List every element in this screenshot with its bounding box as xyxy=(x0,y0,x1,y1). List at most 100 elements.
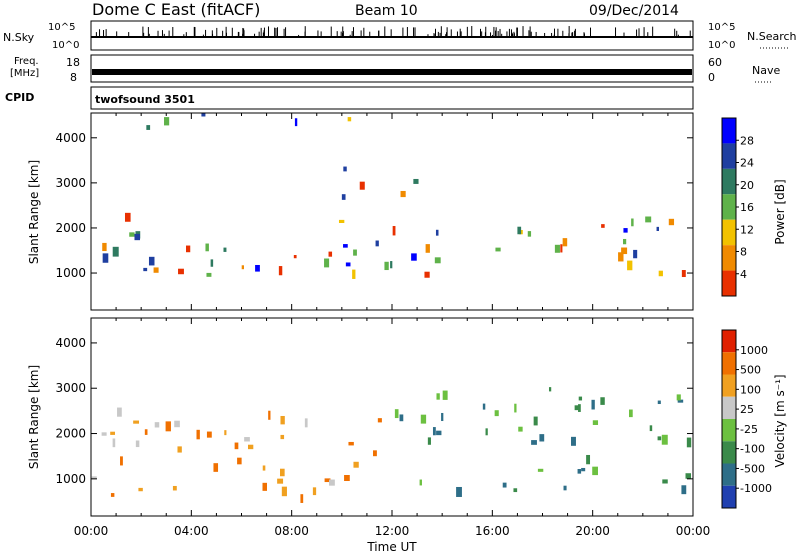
power-heatmap xyxy=(102,113,686,279)
echo-cell xyxy=(120,456,123,466)
echo-cell xyxy=(304,418,308,428)
echo-cell xyxy=(436,393,440,400)
nsky-tick-bottom-right: 10^0 xyxy=(708,40,735,51)
echo-cell xyxy=(343,166,347,172)
nave-label: Nave xyxy=(752,64,780,77)
echo-cell xyxy=(352,269,356,279)
nsky-strip-frame xyxy=(90,20,694,51)
echo-cell xyxy=(133,420,140,424)
power-axes: 1000 2000 3000 4000 xyxy=(55,113,694,310)
echo-cell xyxy=(329,479,335,486)
y-tick-label: 4000 xyxy=(55,131,86,145)
echo-cell xyxy=(513,488,518,493)
echo-cell xyxy=(686,437,692,448)
echo-cell xyxy=(144,429,148,435)
date-label: 09/Dec/2014 xyxy=(589,3,679,19)
echo-cell xyxy=(578,404,581,412)
velocity-colorbar: 1000 500 100 25 -25 -100 -500 -1000 xyxy=(721,329,772,509)
echo-cell xyxy=(300,494,304,503)
echo-cell xyxy=(244,437,250,442)
echo-cell xyxy=(277,478,284,484)
echo-cell xyxy=(153,267,159,273)
colorbar-swatch xyxy=(722,194,736,220)
echo-cell xyxy=(201,113,206,117)
echo-cell xyxy=(129,232,135,237)
echo-cell xyxy=(280,468,285,477)
echo-cell xyxy=(560,244,563,253)
nsky-label: N.Sky xyxy=(3,31,35,44)
echo-cell xyxy=(411,253,417,261)
echo-cell xyxy=(341,194,346,200)
echo-cell xyxy=(293,255,297,259)
colorbar-tick-label: 24 xyxy=(740,157,754,170)
echo-cell xyxy=(420,414,427,424)
echo-cell xyxy=(247,444,254,450)
echo-cell xyxy=(424,271,430,278)
nsearch-label: N.Search xyxy=(747,30,797,43)
y-tick-label: 3000 xyxy=(55,381,86,395)
y-tick-label: 1000 xyxy=(55,266,86,280)
colorbar-tick-label: 28 xyxy=(740,134,754,147)
echo-cell xyxy=(517,226,522,235)
echo-cell xyxy=(425,244,430,253)
echo-cell xyxy=(537,468,544,472)
echo-cell xyxy=(345,262,351,267)
echo-cell xyxy=(146,125,151,130)
x-axis-label: Time UT xyxy=(366,540,417,554)
echo-cell xyxy=(570,436,576,446)
echo-cell xyxy=(110,493,115,497)
echo-cell xyxy=(562,238,568,247)
echo-cell xyxy=(400,190,406,198)
echo-cell xyxy=(390,261,393,269)
echo-cell xyxy=(633,249,638,259)
colorbar-tick-label: 12 xyxy=(740,223,754,236)
echo-cell xyxy=(434,257,441,264)
nave-tick-bottom-right: 0 xyxy=(708,71,715,84)
echo-cell xyxy=(623,228,628,233)
echo-cell xyxy=(294,118,298,127)
beam-label: Beam 10 xyxy=(355,3,418,19)
echo-cell xyxy=(206,272,212,277)
colorbar-tick-label: -25 xyxy=(740,423,758,436)
echo-cell xyxy=(518,426,523,432)
echo-cell xyxy=(502,482,507,488)
colorbar-swatch xyxy=(722,396,736,419)
echo-cell xyxy=(281,486,287,497)
echo-cell xyxy=(600,397,605,405)
echo-cell xyxy=(656,226,659,231)
x-axis-ticks: 00:00 04:00 08:00 12:00 16:00 20:00 00:00 xyxy=(74,524,711,538)
y-tick-label: 4000 xyxy=(55,336,86,350)
power-ylabel: Slant Range [km] xyxy=(27,160,41,264)
echo-cell xyxy=(392,226,396,236)
echo-cell xyxy=(174,420,180,428)
echo-cell xyxy=(531,440,537,445)
y-tick-label: 2000 xyxy=(55,427,86,441)
echo-cell xyxy=(627,260,633,271)
echo-cell xyxy=(586,454,591,465)
echo-cell xyxy=(436,430,442,436)
echo-cell xyxy=(591,399,595,410)
colorbar-swatch xyxy=(722,270,736,296)
echo-cell xyxy=(601,224,605,228)
colorbar-swatch xyxy=(722,419,736,442)
echo-cell xyxy=(577,469,582,474)
velocity-axes: 1000 2000 3000 4000 xyxy=(55,318,694,516)
colorbar-tick-label: 25 xyxy=(740,403,754,416)
colorbar-swatch xyxy=(722,374,736,397)
echo-cell xyxy=(348,441,354,446)
x-tick-label: 20:00 xyxy=(575,524,610,538)
nsky-tick-top-left: 10^5 xyxy=(48,22,75,33)
echo-cell xyxy=(631,218,634,227)
nsky-trace xyxy=(91,26,693,38)
echo-cell xyxy=(657,400,661,405)
colorbar-swatch xyxy=(722,441,736,464)
echo-cell xyxy=(384,261,389,271)
colorbar-swatch xyxy=(722,352,736,375)
echo-cell xyxy=(539,434,545,442)
echo-cell xyxy=(456,486,462,497)
echo-cell xyxy=(485,428,488,436)
echo-cell xyxy=(312,487,317,496)
colorbar-tick-label: 8 xyxy=(740,246,747,259)
echo-cell xyxy=(324,478,331,483)
